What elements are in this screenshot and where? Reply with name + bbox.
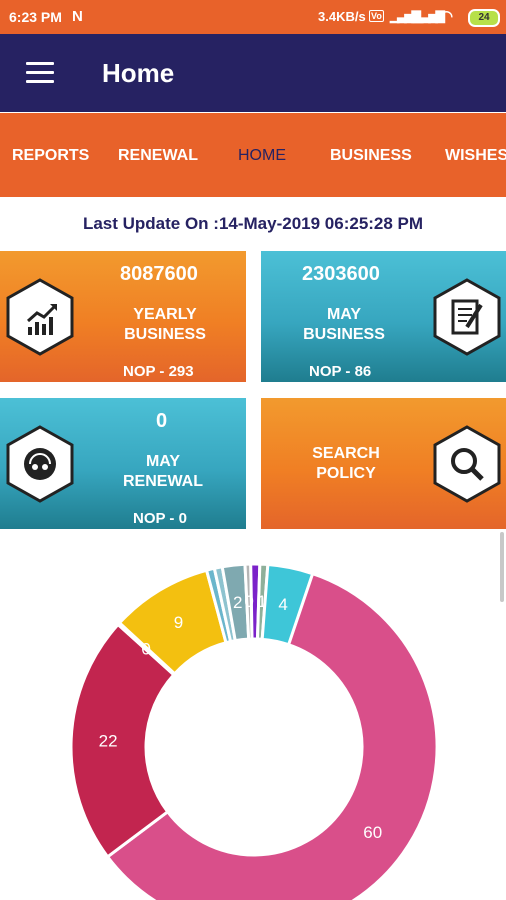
label-line: MAY — [326, 306, 362, 323]
tab-home[interactable]: HOME — [238, 147, 286, 164]
may-renewal-value: 0 — [156, 410, 168, 432]
growth-chart-icon — [6, 278, 74, 356]
label-line: YEARLY — [133, 306, 197, 323]
magnifier-icon — [433, 425, 501, 503]
chart-slice-label: 0 — [244, 592, 253, 611]
yearly-business-nop: NOP - 293 — [123, 363, 194, 380]
tab-wishes[interactable]: WISHES — [445, 147, 506, 164]
status-bar: 6:23 PM N 3.4KB/s Vo ▁▃▅▇ ▁▃▅▇ ◠ 24 — [0, 0, 506, 34]
app-bar: Home — [0, 34, 506, 112]
label-line: RENEWAL — [123, 473, 203, 490]
chart-inner-ring — [146, 639, 362, 855]
yearly-business-value: 8087600 — [120, 263, 198, 285]
tab-business[interactable]: BUSINESS — [330, 147, 412, 164]
search-policy-label: SEARCH POLICY — [291, 444, 401, 484]
chart-slice-label: 22 — [99, 731, 118, 750]
chart-slice[interactable] — [69, 622, 176, 859]
chart-slice[interactable] — [105, 571, 439, 900]
chart-hole — [160, 653, 348, 841]
tab-renewal[interactable]: RENEWAL — [118, 147, 198, 164]
may-renewal-card[interactable]: 0 MAY RENEWAL NOP - 0 — [0, 398, 246, 529]
network-speed: 3.4KB/s — [318, 9, 366, 24]
chart-slice[interactable] — [260, 562, 315, 647]
tab-bar: REPORTS RENEWAL HOME BUSINESS WISHES — [0, 113, 506, 197]
volte-badge: Vo — [369, 10, 384, 22]
hamburger-menu-icon[interactable] — [26, 62, 54, 84]
yearly-business-label: YEARLY BUSINESS — [110, 305, 220, 345]
chart-slices — [69, 562, 439, 900]
scrollbar[interactable] — [500, 532, 504, 602]
battery-icon: 24 — [468, 9, 500, 27]
label-line: SEARCH — [312, 445, 380, 462]
may-business-card[interactable]: 2303600 MAY BUSINESS NOP - 86 — [261, 251, 506, 382]
may-business-value: 2303600 — [302, 263, 380, 285]
chart-slice-label: 60 — [363, 823, 382, 842]
signal-icon: ▁▃▅▇ — [414, 9, 445, 23]
chart-slice-label: 9 — [174, 613, 183, 632]
chart-slice-label: 1 — [257, 592, 266, 611]
label-line: POLICY — [316, 465, 376, 482]
label-line: BUSINESS — [124, 326, 206, 343]
chart-slice-label: 0 — [141, 640, 150, 659]
status-time: 6:23 PM — [9, 9, 62, 25]
chart-slice-label: 4 — [278, 595, 287, 614]
chart-slice-label: 2 — [233, 593, 242, 612]
last-update-text: Last Update On :14-May-2019 06:25:28 PM — [82, 214, 424, 233]
may-renewal-label: MAY RENEWAL — [108, 452, 218, 492]
label-line: MAY — [145, 453, 181, 470]
document-pen-icon — [433, 278, 501, 356]
may-renewal-nop: NOP - 0 — [133, 510, 187, 527]
tab-reports[interactable]: REPORTS — [12, 147, 90, 164]
signal-icon: ▁▃▅▇ — [390, 9, 421, 23]
wifi-icon: ◠ — [440, 8, 454, 25]
yearly-business-card[interactable]: 8087600 YEARLY BUSINESS NOP - 293 — [0, 251, 246, 382]
page-title: Home — [102, 58, 175, 88]
search-policy-card[interactable]: SEARCH POLICY — [261, 398, 506, 529]
may-business-nop: NOP - 86 — [309, 363, 372, 380]
may-business-label: MAY BUSINESS — [289, 305, 399, 345]
notification-icon: N — [72, 8, 83, 25]
renewal-icon — [6, 425, 74, 503]
label-line: BUSINESS — [303, 326, 385, 343]
